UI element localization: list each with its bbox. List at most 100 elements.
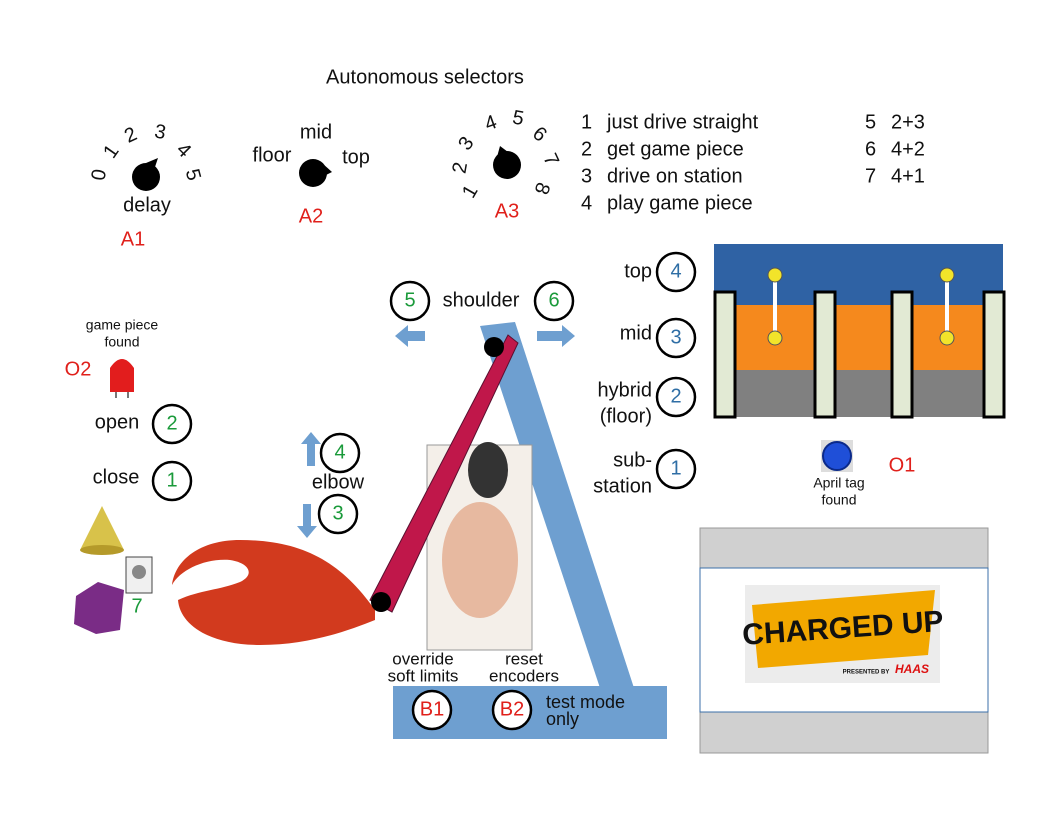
indicator-label: found xyxy=(821,492,856,508)
dial-position: 2 xyxy=(121,123,140,148)
mode-label: play game piece xyxy=(607,192,753,214)
indicator-label: April tag xyxy=(813,475,864,491)
dial-position: floor xyxy=(253,144,292,166)
dial xyxy=(493,151,521,179)
cone-base xyxy=(80,545,124,555)
button-number: 3 xyxy=(670,326,681,348)
dial xyxy=(299,159,327,187)
base-panel: override soft limits reset encoders B1 B… xyxy=(388,649,667,739)
post xyxy=(813,290,837,419)
dial-position: mid xyxy=(300,121,332,143)
selector-a3: 1 2 3 4 5 6 7 8 A3 xyxy=(448,106,562,222)
led-icon xyxy=(110,359,134,392)
mode-label: drive on station xyxy=(607,165,743,187)
left-arrow xyxy=(395,325,425,347)
dial-position: top xyxy=(342,146,370,168)
dial-position: 7 xyxy=(538,150,563,169)
mode-label: 4+2 xyxy=(891,138,925,160)
top-row xyxy=(714,244,1003,305)
dial xyxy=(132,163,160,191)
button-caption: reset xyxy=(505,649,543,668)
selector-a1: 0 1 2 3 4 5 delay A1 xyxy=(87,120,204,250)
joint xyxy=(484,337,504,357)
scoring-grid xyxy=(713,244,1006,419)
auto-mode-list: 1 just drive straight 2 get game piece 3 driv… xyxy=(581,111,925,214)
button-caption: encoders xyxy=(489,666,559,685)
joint-label: elbow xyxy=(312,471,365,493)
button xyxy=(655,448,697,490)
dial-position: 5 xyxy=(181,167,205,183)
row-label: station xyxy=(593,475,652,497)
scoring-buttons: top 4 mid 3 hybrid (floor) 2 sub-station 1 xyxy=(593,251,697,497)
hybrid-row xyxy=(714,370,1003,417)
button xyxy=(317,493,359,535)
dial-position: 5 xyxy=(511,106,526,130)
button-number: 1 xyxy=(670,457,681,479)
mode-number: 4 xyxy=(581,192,592,214)
row-label: mid xyxy=(620,322,652,344)
dial-position: 2 xyxy=(448,160,472,175)
pole-tip xyxy=(939,267,955,283)
button-number: 5 xyxy=(404,289,415,311)
button-caption: soft limits xyxy=(388,666,459,685)
mode-number: 1 xyxy=(581,111,592,133)
joint-label: shoulder xyxy=(443,289,520,311)
toggle-lever xyxy=(132,565,146,579)
button-id: B1 xyxy=(420,698,444,720)
button-number: 4 xyxy=(334,441,345,463)
indicator-id: O2 xyxy=(65,358,92,380)
mode-label: just drive straight xyxy=(606,111,759,133)
claw-icon xyxy=(172,540,375,645)
title: Autonomous selectors xyxy=(326,66,524,88)
button-label: close xyxy=(93,466,140,488)
pole-tip xyxy=(767,330,783,346)
gripper-panel: game piece found O2 open 2 close 1 7 xyxy=(65,317,375,645)
dial-pointer xyxy=(497,146,508,157)
button xyxy=(319,432,361,474)
button-number: 1 xyxy=(166,469,177,491)
arm-link xyxy=(369,334,519,613)
button-number: 3 xyxy=(332,502,343,524)
character-hat xyxy=(468,442,508,498)
cube-icon xyxy=(74,582,124,634)
mode-number: 2 xyxy=(581,138,592,160)
dial-caption: delay xyxy=(123,194,171,216)
mode-label: get game piece xyxy=(607,138,744,160)
indicator-id: O1 xyxy=(889,454,916,476)
row-label: sub- xyxy=(613,449,652,471)
post xyxy=(890,290,914,419)
elbow-panel: 4 elbow 3 xyxy=(297,432,365,538)
note: only xyxy=(546,709,579,729)
mode-number: 6 xyxy=(865,138,876,160)
button xyxy=(151,403,193,445)
button xyxy=(655,376,697,418)
button xyxy=(491,689,533,731)
row-label: (floor) xyxy=(600,405,652,427)
indicator-label: found xyxy=(104,334,139,350)
arm-support xyxy=(480,322,634,688)
april-tag-indicator: April tag found O1 xyxy=(813,440,915,508)
selector-id: A2 xyxy=(299,205,323,227)
post xyxy=(713,290,737,419)
dial-position: 4 xyxy=(172,139,195,162)
dial-position: 3 xyxy=(454,133,478,155)
logo-sponsor: HAAS xyxy=(895,662,929,676)
dial-position: 1 xyxy=(99,141,123,163)
button xyxy=(655,251,697,293)
dial-position: 3 xyxy=(153,120,168,144)
note: test mode xyxy=(546,692,625,712)
post xyxy=(982,290,1006,419)
button xyxy=(533,280,575,322)
dial-position: 8 xyxy=(529,179,553,197)
selector-id: A1 xyxy=(121,228,145,250)
selector-a2: floor mid top A2 xyxy=(253,121,370,227)
cone-icon xyxy=(80,506,124,550)
dial-pointer xyxy=(146,158,158,170)
dial-position: 6 xyxy=(528,122,551,146)
indicator-label: game piece xyxy=(86,317,159,333)
logo-panel: CHARGED UP PRESENTED BY HAAS xyxy=(699,527,989,754)
joint xyxy=(371,592,391,612)
mid-row xyxy=(714,305,1003,370)
button-number: 2 xyxy=(166,412,177,434)
